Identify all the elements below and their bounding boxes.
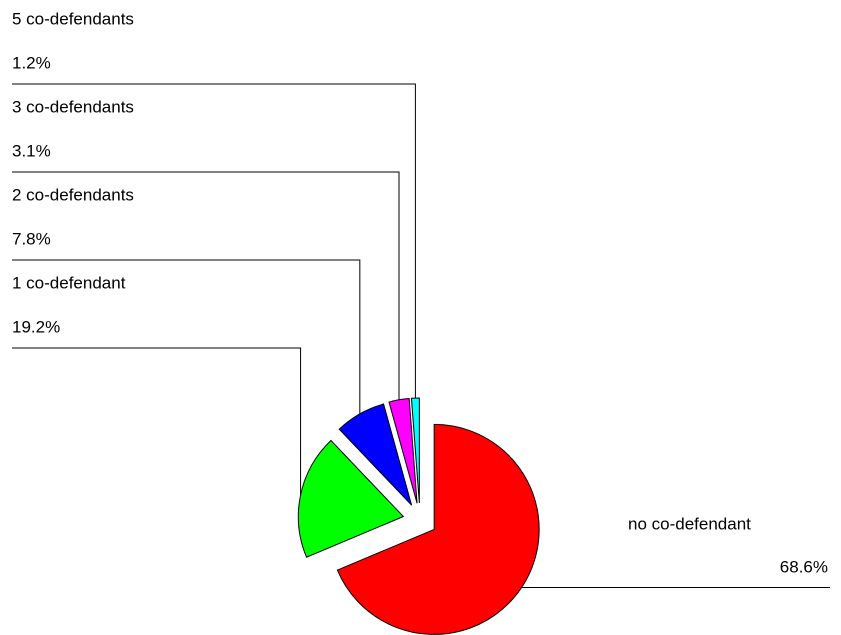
value-label: 1.2% (12, 53, 51, 72)
leader-line (12, 259, 361, 414)
pie-slice (336, 423, 540, 635)
value-label: 19.2% (12, 317, 60, 336)
slice-label: 1 co-defendant (12, 273, 126, 292)
leader-line (12, 83, 416, 399)
value-label: 3.1% (12, 141, 51, 160)
value-label: 68.6% (780, 557, 828, 576)
value-label: 7.8% (12, 229, 51, 248)
pie-slice (338, 403, 413, 506)
slice-label: 5 co-defendants (12, 9, 134, 28)
slice-label: 3 co-defendants (12, 97, 134, 116)
pie-slice (297, 439, 405, 558)
leader-line (12, 171, 400, 400)
slice-label: no co-defendant (628, 514, 751, 533)
leader-line (12, 347, 302, 496)
slice-label: 2 co-defendants (12, 185, 134, 204)
pie-slice (388, 398, 418, 504)
